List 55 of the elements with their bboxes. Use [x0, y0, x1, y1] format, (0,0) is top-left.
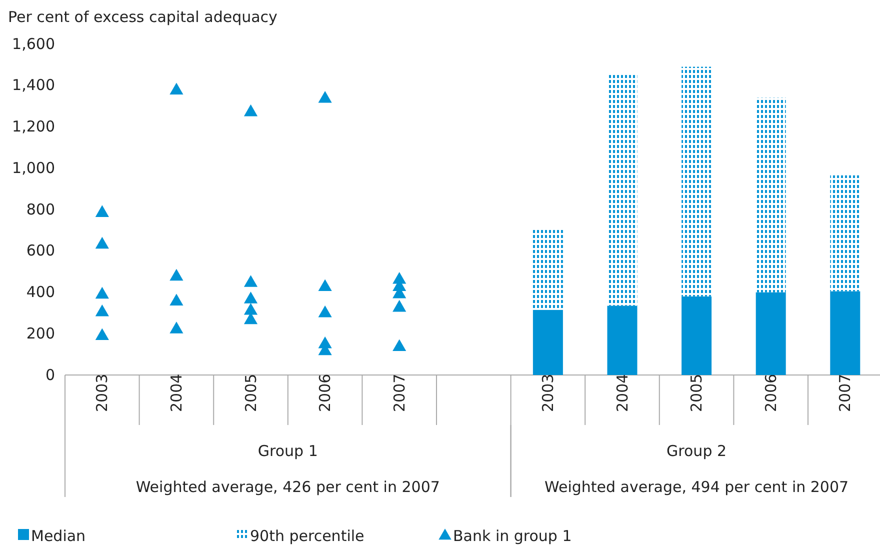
x-tick-label: 2003	[93, 374, 112, 412]
text: Weighted average, 426 per cent in 2007	[136, 478, 440, 496]
point	[244, 104, 258, 116]
bar	[607, 306, 638, 375]
x-tick-label: 2005	[688, 374, 706, 412]
point	[95, 286, 109, 299]
y-tick-label: 1,200	[12, 118, 55, 136]
point	[170, 322, 184, 334]
point	[392, 339, 406, 351]
point	[95, 205, 109, 217]
text: Weighted average, 494 per cent in 2007	[544, 478, 849, 496]
y-tick-label: 1,000	[12, 158, 55, 177]
y-tick-label: 800	[26, 200, 55, 218]
y-tick-label: 0	[45, 366, 55, 384]
bar	[756, 292, 786, 375]
x-tick-label: 2005	[242, 374, 260, 412]
x-tick-label: 2006	[762, 374, 780, 412]
x-tick-label: 2003	[538, 374, 557, 412]
bar	[532, 310, 563, 375]
point	[244, 292, 258, 304]
text: Group 2	[666, 442, 727, 460]
x-tick-label: 2004	[613, 374, 632, 412]
bar	[830, 291, 860, 375]
y-tick-label: 1,400	[12, 76, 55, 94]
y-tick-label: 400	[26, 283, 55, 302]
y-tick-label: 1,600	[12, 34, 55, 53]
text: Group 1	[258, 442, 318, 460]
point	[244, 303, 258, 315]
point	[170, 82, 184, 94]
y-tick-label: 600	[26, 242, 55, 260]
point	[170, 268, 184, 281]
legend-label: 90th percentile	[250, 527, 364, 545]
point	[170, 294, 184, 306]
bar	[607, 75, 638, 306]
point	[392, 300, 406, 312]
bar	[830, 175, 860, 292]
point	[318, 90, 332, 103]
legend-label: Median	[31, 527, 86, 545]
x-tick-label: 2006	[316, 374, 334, 412]
point	[95, 304, 109, 316]
legend-label: Bank in group 1	[453, 527, 572, 545]
point	[318, 279, 332, 291]
bar	[532, 228, 563, 310]
x-tick-label: 2007	[836, 374, 854, 412]
point	[318, 306, 332, 318]
bar	[682, 66, 712, 296]
bar	[682, 296, 712, 375]
y-tick-label: 200	[26, 324, 55, 342]
y-axis-title: Per cent of excess capital adequacy	[8, 8, 278, 26]
point	[244, 275, 258, 287]
bar	[756, 98, 786, 292]
x-tick-label: 2004	[167, 374, 186, 412]
x-tick-label: 2007	[390, 374, 408, 412]
point	[95, 236, 109, 249]
point	[95, 328, 109, 340]
